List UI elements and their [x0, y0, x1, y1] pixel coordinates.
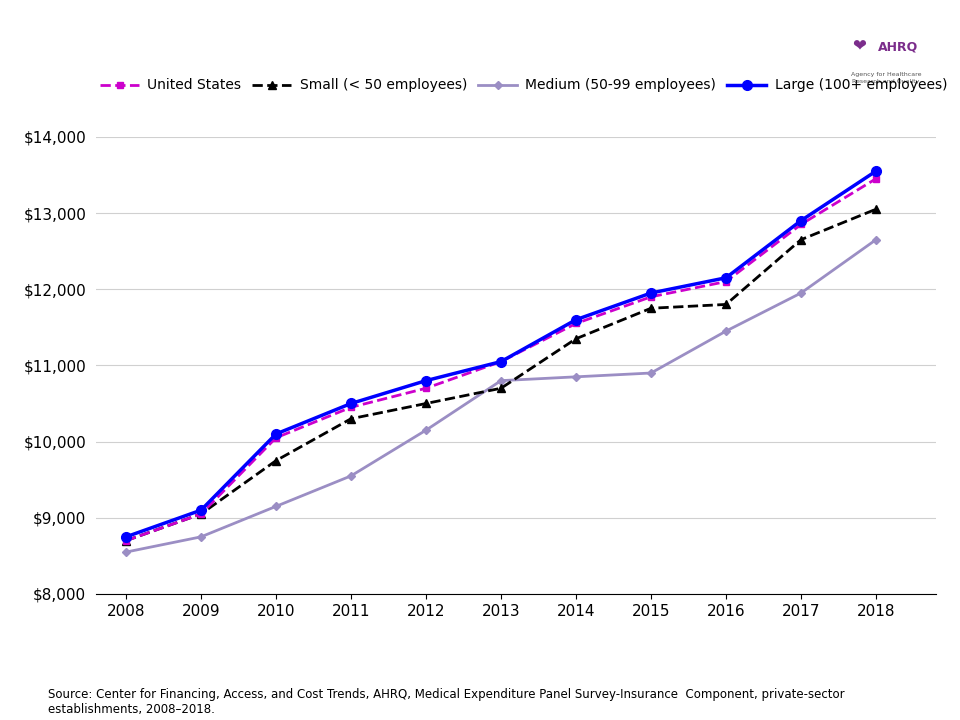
Text: private-sector employee, overall and by firm size, 2008–2018: private-sector employee, overall and by …	[79, 74, 728, 93]
Text: ❤: ❤	[852, 38, 866, 56]
Circle shape	[483, 9, 960, 103]
Text: Figure 7. Average total employee-plus-one premium per enrolled: Figure 7. Average total employee-plus-on…	[59, 30, 748, 48]
Text: Source: Center for Financing, Access, and Cost Trends, AHRQ, Medical Expenditure: Source: Center for Financing, Access, an…	[48, 688, 845, 716]
Text: AHRQ: AHRQ	[877, 40, 918, 53]
Text: Agency for Healthcare
Research and Quality: Agency for Healthcare Research and Quali…	[851, 72, 922, 84]
Legend: United States, Small (< 50 employees), Medium (50-99 employees), Large (100+ emp: United States, Small (< 50 employees), M…	[94, 73, 952, 98]
